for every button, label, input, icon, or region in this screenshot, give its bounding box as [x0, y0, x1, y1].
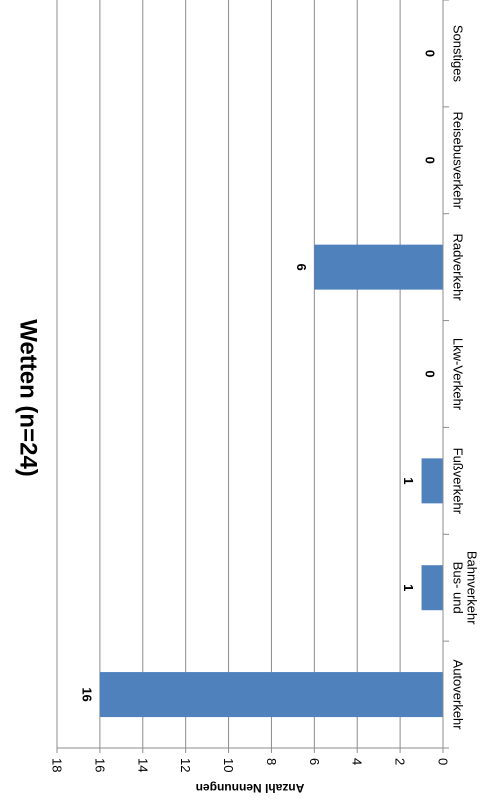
category-label: Sonstiges	[451, 25, 466, 83]
value-tick-label: 18	[50, 758, 65, 772]
bar	[421, 565, 443, 611]
data-label: 0	[423, 157, 438, 164]
gridlines	[56, 0, 449, 753]
value-tick-label: 8	[264, 758, 279, 765]
category-labels: Autoverkehr Bus- und Bahnverkehr Fußverkehr…	[451, 25, 480, 730]
value-tick-label: 6	[307, 758, 322, 765]
bar	[314, 244, 443, 290]
value-tick-label: 10	[221, 758, 236, 772]
value-tick-label: 12	[178, 758, 193, 772]
category-label: Bus- und	[451, 562, 466, 614]
data-label: 1	[401, 584, 416, 591]
chart-title: Wetten (n=24)	[15, 319, 42, 477]
category-label: Autoverkehr	[451, 660, 466, 731]
data-label: 6	[294, 264, 309, 271]
category-label: Lkw-Verkehr	[451, 338, 466, 411]
data-label: 0	[423, 50, 438, 57]
bar	[421, 458, 443, 504]
category-label: Bahnverkehr	[465, 551, 480, 625]
category-label: Fußverkehr	[451, 448, 466, 515]
value-tick-label: 16	[92, 758, 107, 772]
category-label: Radverkehr	[451, 234, 466, 302]
value-tick-label: 4	[350, 758, 365, 765]
value-tick-label: 0	[436, 758, 451, 765]
category-label: Reisebusverkehr	[451, 112, 466, 210]
value-tick-label: 14	[135, 758, 150, 772]
data-label: 16	[79, 687, 94, 701]
bars	[99, 244, 443, 718]
data-label: 1	[401, 477, 416, 484]
data-label: 0	[423, 370, 438, 377]
value-tick-labels: 0 2 4 6 8 10 12 14 16 18	[50, 758, 451, 772]
y-axis-label: Anzahl Nennungen	[196, 781, 305, 795]
bar	[99, 672, 443, 718]
data-labels: 16 1 1 0 6 0 0	[79, 50, 437, 702]
value-tick-label: 2	[393, 758, 408, 765]
